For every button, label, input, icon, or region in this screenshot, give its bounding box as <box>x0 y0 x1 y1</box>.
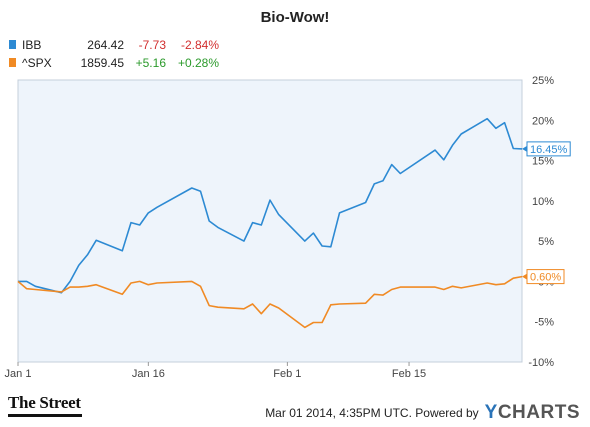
series-lines <box>17 117 523 329</box>
y-tick-label: -10% <box>528 357 554 369</box>
x-tick-label: Feb 1 <box>273 368 301 380</box>
end-label-pointer <box>522 145 527 152</box>
y-tick-label: 20% <box>532 115 554 127</box>
y-tick-label: 10% <box>532 196 554 208</box>
end-label-pointer <box>522 273 527 280</box>
series-line-ibb <box>18 117 523 294</box>
legend-price: 264.42 <box>87 38 124 52</box>
ycharts-logo-rest: CHARTS <box>497 402 580 423</box>
series-line-spx <box>17 275 523 329</box>
end-label-value: 16.45% <box>530 144 568 156</box>
y-tick-label: 25% <box>532 75 554 87</box>
end-labels: 16.45% 0.60% <box>522 141 571 285</box>
thestreet-logo: The Street <box>8 393 82 417</box>
logo-underline <box>8 414 82 417</box>
legend-change: -7.73 <box>139 38 167 52</box>
legend-change: +5.16 <box>136 56 167 70</box>
ycharts-logo-y: Y <box>484 402 498 423</box>
x-axis: Jan 1 Jan 16 Feb 1 Feb 15 <box>5 362 426 380</box>
y-tick-label: 15% <box>532 156 554 168</box>
plot-area <box>17 79 523 363</box>
legend-percent: +0.28% <box>178 56 219 70</box>
legend-series-name: IBB <box>22 38 41 52</box>
end-label-value: 0.60% <box>530 272 561 284</box>
x-tick-label: Jan 16 <box>132 368 165 380</box>
x-tick-label: Jan 1 <box>5 368 32 380</box>
legend: IBB 264.42 -7.73 -2.84% ^SPX 1859.45 +5.16 +0.2… <box>9 38 219 70</box>
footer-credits: Mar 01 2014, 4:35PM UTC. Powered by YCHA… <box>265 402 580 424</box>
ycharts-logo[interactable]: YCHARTS <box>485 402 580 424</box>
legend-swatch <box>9 58 16 67</box>
legend-price: 1859.45 <box>81 56 125 70</box>
powered-by: Powered by <box>415 406 479 420</box>
chart-title: Bio-Wow! <box>261 9 330 26</box>
x-tick-label: Feb 15 <box>392 368 426 380</box>
y-tick-label: 5% <box>538 236 554 248</box>
thestreet-logo-text: The Street <box>8 393 81 412</box>
legend-percent: -2.84% <box>181 38 219 52</box>
timestamp: Mar 01 2014, 4:35PM UTC. <box>265 406 412 420</box>
legend-swatch <box>9 40 16 49</box>
y-axis: 25%20%15%10%5%0%-5%-10% <box>528 75 554 369</box>
legend-series-name: ^SPX <box>22 56 52 70</box>
y-tick-label: -5% <box>534 317 554 329</box>
